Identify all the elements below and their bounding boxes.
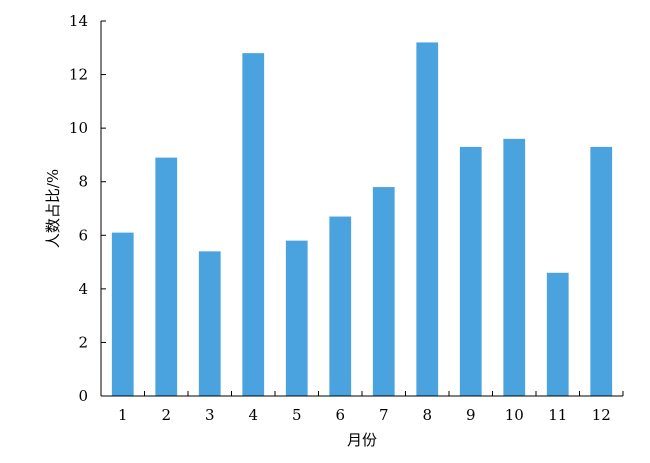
x-tick-label: 4 xyxy=(248,406,258,424)
x-tick-label: 8 xyxy=(422,406,432,424)
x-tick-label: 1 xyxy=(118,406,128,424)
y-tick-label: 12 xyxy=(69,66,88,84)
y-axis-title: 人数占比/% xyxy=(44,169,62,248)
bar-month-11 xyxy=(546,272,569,396)
x-tick-label: 3 xyxy=(205,406,215,424)
x-tick-label: 9 xyxy=(466,406,476,424)
bar-month-6 xyxy=(329,216,352,396)
bar-month-7 xyxy=(372,187,395,396)
bars-layer xyxy=(111,42,613,397)
y-ticks: 0 2 4 6 8 10 12 14 xyxy=(69,12,106,405)
x-tick-label: 10 xyxy=(505,406,524,424)
bar-month-12 xyxy=(590,146,613,396)
x-axis-title: 月份 xyxy=(347,431,377,449)
bar-month-9 xyxy=(459,146,482,396)
x-tick-label: 7 xyxy=(379,406,389,424)
bar-month-3 xyxy=(198,251,221,396)
x-tick-label: 2 xyxy=(161,406,171,424)
axes-layer xyxy=(100,21,623,397)
x-tick-label: 11 xyxy=(548,406,567,424)
y-tick-label: 2 xyxy=(78,333,88,351)
y-tick-label: 0 xyxy=(78,387,88,405)
y-tick-label: 14 xyxy=(69,12,88,30)
y-tick-label: 4 xyxy=(78,280,88,298)
bar-month-8 xyxy=(416,42,439,397)
bar-month-2 xyxy=(155,157,178,396)
x-tick-label: 6 xyxy=(335,406,345,424)
x-tick-label: 12 xyxy=(592,406,611,424)
bar-month-5 xyxy=(285,240,308,396)
bar-month-1 xyxy=(111,232,134,396)
y-tick-label: 8 xyxy=(78,173,88,191)
bar-month-4 xyxy=(242,53,265,397)
bar-month-10 xyxy=(503,138,526,396)
y-tick-label: 6 xyxy=(78,226,88,244)
x-tick-label: 5 xyxy=(292,406,302,424)
x-ticks: 1 2 3 4 5 6 7 8 9 10 11 12 xyxy=(100,391,624,424)
y-tick-label: 10 xyxy=(69,119,88,137)
